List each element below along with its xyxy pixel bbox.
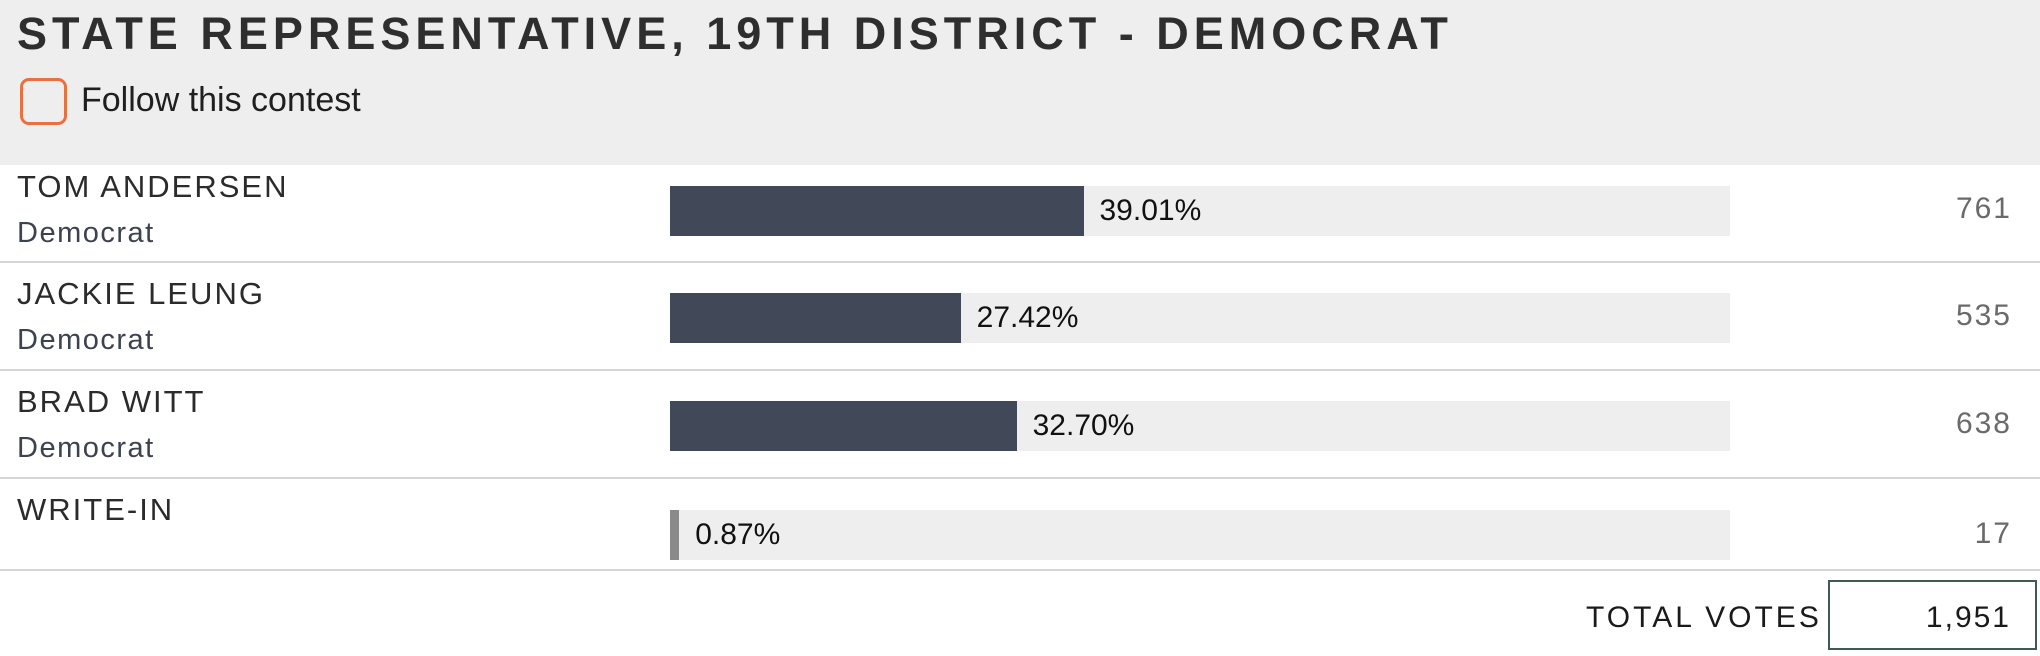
candidate-party: Democrat — [17, 217, 155, 249]
vote-share-bar-fill — [670, 186, 1084, 236]
vote-share-bar-track: 27.42% — [670, 293, 1730, 343]
total-votes-value: 1,951 — [1925, 601, 2011, 634]
vote-share-percent: 39.01% — [1099, 194, 1202, 227]
follow-contest-label[interactable]: Follow this contest — [81, 81, 361, 119]
candidate-name: WRITE-IN — [17, 492, 175, 527]
vote-share-bar-fill — [670, 401, 1017, 451]
candidate-party: Democrat — [17, 324, 155, 356]
vote-count: 761 — [1955, 192, 2012, 225]
vote-share-bar-track: 32.70% — [670, 401, 1730, 451]
candidate-name: BRAD WITT — [17, 384, 206, 419]
vote-count: 638 — [1955, 407, 2012, 440]
candidate-row: JACKIE LEUNG Democrat 27.42% 535 — [0, 263, 2040, 371]
vote-share-bar-fill — [670, 510, 680, 560]
total-votes-box: 1,951 — [1828, 580, 2037, 650]
vote-share-bar-fill — [670, 293, 961, 343]
vote-share-bar-track: 0.87% — [670, 510, 1730, 560]
vote-share-percent: 32.70% — [1032, 409, 1135, 442]
candidate-party: Democrat — [17, 432, 155, 464]
vote-share-bar-track: 39.01% — [670, 186, 1730, 236]
candidate-row: TOM ANDERSEN Democrat 39.01% 761 — [0, 165, 2040, 263]
vote-count: 17 — [1974, 517, 2012, 550]
candidate-name: TOM ANDERSEN — [17, 169, 289, 204]
candidate-row: WRITE-IN 0.87% 17 — [0, 479, 2040, 571]
candidate-row: BRAD WITT Democrat 32.70% 638 — [0, 371, 2040, 479]
follow-contest-checkbox[interactable] — [20, 78, 67, 125]
vote-count: 535 — [1955, 299, 2012, 332]
vote-share-percent: 0.87% — [695, 518, 781, 551]
candidate-name: JACKIE LEUNG — [17, 276, 265, 311]
total-votes-label: TOTAL VOTES — [1586, 601, 1822, 634]
contest-title: STATE REPRESENTATIVE, 19TH DISTRICT - DE… — [17, 8, 1453, 59]
contest-header: STATE REPRESENTATIVE, 19TH DISTRICT - DE… — [0, 0, 2040, 165]
vote-share-percent: 27.42% — [976, 301, 1079, 334]
